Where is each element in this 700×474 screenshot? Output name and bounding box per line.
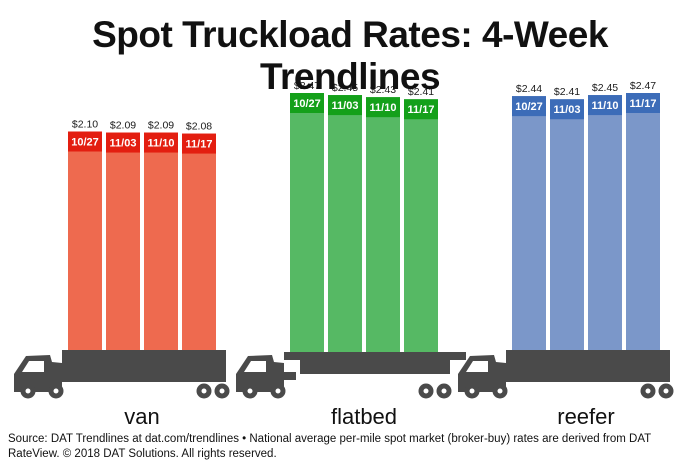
truck-wheel-hub <box>25 388 31 394</box>
truck-wheel-hub <box>645 388 651 394</box>
bar-date-label: 10/27 <box>515 101 543 113</box>
bar-date-label: 11/10 <box>148 138 175 150</box>
bar-date-label: 11/10 <box>370 102 397 114</box>
bar-date-tab-van-1 <box>106 132 140 153</box>
bar-reefer-1 <box>550 99 584 352</box>
bar-date-label: 10/27 <box>71 136 99 148</box>
truck-trailer-body <box>62 350 226 382</box>
bar-reefer-0 <box>512 96 546 352</box>
truck-cab-icon <box>458 355 506 392</box>
category-label-van: van <box>124 404 159 429</box>
bar-van-0 <box>68 131 102 352</box>
truck-hitch <box>282 372 296 380</box>
bar-date-label: 11/03 <box>332 100 359 112</box>
bar-value-label: $2.10 <box>72 118 98 130</box>
bar-date-tab-van-3 <box>182 133 216 154</box>
category-label-flatbed: flatbed <box>331 404 397 429</box>
truck-wheel-hub <box>441 388 447 394</box>
truck-wheel-hub <box>201 388 207 394</box>
bar-value-label: $2.09 <box>148 120 174 132</box>
truck-cab-icon <box>236 355 284 392</box>
truck-wheel-hub <box>663 388 669 394</box>
bar-date-label: 11/03 <box>110 138 137 150</box>
truck-window <box>466 361 488 372</box>
bar-date-tab-flatbed-1 <box>328 95 362 116</box>
bar-date-tab-van-0 <box>68 131 102 152</box>
bar-date-tab-flatbed-3 <box>404 99 438 120</box>
truck-hitch <box>504 372 518 380</box>
truck-cab-icon <box>14 355 62 392</box>
truck-wheel-hub <box>497 388 503 394</box>
bar-van-3 <box>182 133 216 352</box>
bar-date-label: 11/17 <box>186 139 213 151</box>
bar-value-label: $2.41 <box>554 86 580 98</box>
bar-date-tab-reefer-0 <box>512 96 546 117</box>
bar-value-label: $2.43 <box>370 84 396 96</box>
bar-value-label: $2.47 <box>294 80 320 92</box>
truck-wheel-hub <box>219 388 225 394</box>
truck-hitch <box>60 372 74 380</box>
truck-wheel-hub <box>275 388 281 394</box>
truck-wheel-hub <box>423 388 429 394</box>
truck-wheel-hub <box>469 388 475 394</box>
bar-date-label: 11/03 <box>554 104 581 116</box>
bar-date-tab-van-2 <box>144 132 178 153</box>
source-note: Source: DAT Trendlines at dat.com/trendl… <box>8 433 651 460</box>
bar-date-label: 10/27 <box>293 98 321 110</box>
bar-value-label: $2.08 <box>186 121 212 133</box>
bar-value-label: $2.45 <box>592 82 618 94</box>
bar-date-tab-reefer-3 <box>626 93 660 113</box>
bar-date-tab-reefer-2 <box>588 95 622 116</box>
truck-wheel-hub <box>247 388 253 394</box>
bar-reefer-3 <box>626 93 660 352</box>
bar-van-1 <box>106 132 140 352</box>
bar-value-label: $2.47 <box>630 80 656 92</box>
bar-value-label: $2.09 <box>110 120 136 132</box>
truck-trailer-body <box>506 350 670 382</box>
truck-flatbed-deck <box>284 352 466 360</box>
bar-value-label: $2.45 <box>332 82 358 94</box>
bar-date-label: 11/10 <box>592 100 619 112</box>
chart-title: Spot Truckload Rates: 4-Week Trendlines <box>92 14 608 97</box>
truck-wheel-hub <box>53 388 59 394</box>
bar-van-2 <box>144 132 178 352</box>
bar-flatbed-3 <box>404 99 438 352</box>
bar-date-label: 11/17 <box>630 98 657 110</box>
bar-value-label: $2.41 <box>408 86 434 98</box>
bar-flatbed-1 <box>328 95 362 353</box>
truck-trailer-frame <box>300 360 450 374</box>
category-label-reefer: reefer <box>557 404 614 429</box>
bar-reefer-2 <box>588 95 622 353</box>
bar-date-tab-flatbed-2 <box>366 97 400 118</box>
bar-value-label: $2.44 <box>516 83 542 95</box>
truck-window <box>244 361 266 372</box>
bar-flatbed-0 <box>290 93 324 352</box>
bar-flatbed-2 <box>366 97 400 352</box>
bar-date-label: 11/17 <box>408 104 435 116</box>
bar-date-tab-reefer-1 <box>550 99 584 120</box>
bar-date-tab-flatbed-0 <box>290 93 324 113</box>
truck-window <box>22 361 44 372</box>
